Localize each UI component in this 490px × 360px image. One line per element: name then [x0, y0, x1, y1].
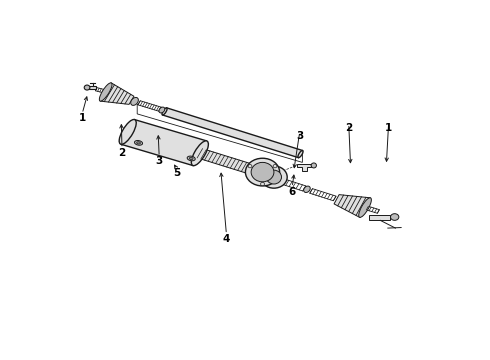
- Text: 4: 4: [223, 234, 230, 244]
- Text: 6: 6: [289, 186, 296, 197]
- Ellipse shape: [359, 198, 371, 217]
- Polygon shape: [369, 215, 390, 220]
- Ellipse shape: [298, 150, 303, 158]
- Ellipse shape: [267, 170, 282, 184]
- Polygon shape: [138, 101, 161, 111]
- Polygon shape: [367, 206, 379, 213]
- Polygon shape: [334, 195, 370, 217]
- Ellipse shape: [311, 163, 317, 168]
- Polygon shape: [275, 177, 306, 191]
- Text: 1: 1: [78, 113, 86, 123]
- Ellipse shape: [273, 165, 277, 168]
- Polygon shape: [163, 108, 303, 158]
- Ellipse shape: [191, 141, 208, 166]
- Text: 1: 1: [385, 123, 392, 133]
- Ellipse shape: [261, 166, 287, 188]
- Ellipse shape: [137, 142, 140, 144]
- Text: 2: 2: [345, 123, 352, 133]
- Ellipse shape: [84, 85, 90, 90]
- Ellipse shape: [99, 83, 112, 101]
- Ellipse shape: [187, 156, 195, 161]
- Ellipse shape: [189, 157, 193, 159]
- Ellipse shape: [304, 186, 310, 193]
- Ellipse shape: [248, 165, 252, 168]
- Ellipse shape: [119, 120, 136, 144]
- Ellipse shape: [391, 214, 399, 220]
- Polygon shape: [121, 120, 207, 166]
- Polygon shape: [100, 83, 134, 104]
- Polygon shape: [89, 86, 96, 89]
- Ellipse shape: [159, 107, 165, 113]
- Polygon shape: [197, 149, 261, 176]
- Text: 3: 3: [156, 156, 163, 166]
- Ellipse shape: [245, 158, 280, 186]
- Text: 2: 2: [119, 148, 125, 158]
- Text: 3: 3: [296, 131, 303, 141]
- Ellipse shape: [162, 108, 167, 115]
- Ellipse shape: [134, 140, 143, 145]
- Ellipse shape: [131, 98, 138, 105]
- Ellipse shape: [261, 183, 265, 186]
- Polygon shape: [96, 87, 106, 93]
- Polygon shape: [310, 189, 336, 201]
- Polygon shape: [297, 163, 311, 171]
- Ellipse shape: [251, 162, 274, 182]
- Text: 5: 5: [173, 168, 181, 179]
